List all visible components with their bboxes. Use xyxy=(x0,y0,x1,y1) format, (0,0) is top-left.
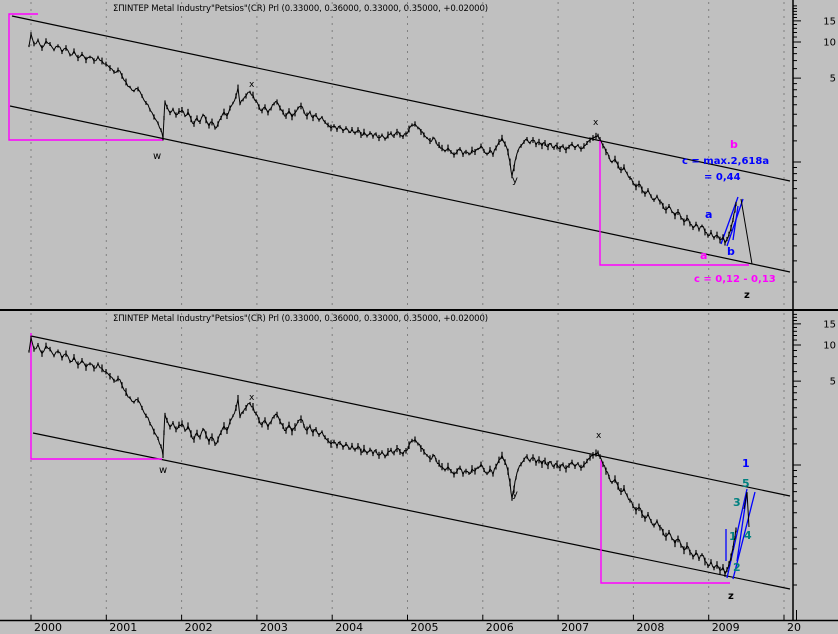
price-series-panel2 xyxy=(28,335,737,577)
x-axis-label: 2001 xyxy=(109,621,137,634)
wave-annotation-label: = 0,44 xyxy=(704,172,741,183)
x-axis-label: 2002 xyxy=(185,621,213,634)
projection-line xyxy=(743,491,750,528)
trend-channel-line xyxy=(9,105,791,273)
wave-annotation-label: y xyxy=(512,175,518,186)
wave-annotation-label: w xyxy=(153,151,161,162)
wave-annotation-label: a xyxy=(705,208,712,221)
x-axis-label: 20 xyxy=(787,621,801,634)
trend-channel-line xyxy=(11,15,791,182)
wave-annotation-label: c = max.2,618a xyxy=(682,156,769,167)
magenta-guide-line xyxy=(30,333,162,460)
x-axis-label: 2000 xyxy=(34,621,62,634)
wave-annotation-label: z xyxy=(744,290,750,301)
wave-annotation-label: w xyxy=(159,465,167,476)
wave-annotation-label: x xyxy=(249,80,255,90)
x-axis-label: 2007 xyxy=(561,621,589,634)
blue-wave-line xyxy=(732,205,739,241)
wave-annotation-label: 4 xyxy=(744,529,752,542)
price-axis: 15 10 5 15 10 5 xyxy=(793,5,836,586)
x-axis-label: 2008 xyxy=(636,621,664,634)
wave-annotation-label: 2 xyxy=(733,561,741,574)
x-axis-label: 2004 xyxy=(335,621,363,634)
price-axis-label: 10 xyxy=(823,38,836,49)
wave-annotation-label: 1 xyxy=(742,457,750,470)
year-gridlines: 2000 2001 2002 2003 2004 2005 2006 2007 2008 2009… xyxy=(30,2,801,634)
trend-channel-line xyxy=(30,335,791,497)
trend-channel-line xyxy=(32,432,791,590)
wave-annotation-label: b xyxy=(727,245,735,258)
wave-annotation-label: y xyxy=(512,489,518,500)
blue-wave-line xyxy=(720,196,739,245)
wave-annotation-label: 1 xyxy=(729,530,737,543)
wave-annotation-label: b xyxy=(730,138,738,151)
x-axis-label: 2005 xyxy=(411,621,439,634)
wave-annotation-label: 5 xyxy=(742,477,750,490)
price-line xyxy=(28,337,737,576)
blue-wave-line xyxy=(726,488,748,579)
magenta-guide-line xyxy=(8,13,163,141)
wave-annotation-label: x xyxy=(593,118,599,128)
price-axis-label: 5 xyxy=(830,74,836,85)
wave-annotation-label: a xyxy=(700,249,707,262)
wave-annotation-label: 3 xyxy=(733,496,741,509)
projection-line xyxy=(740,198,753,265)
price-axis-label: 15 xyxy=(823,319,836,330)
panel2-title: ΣΠΙΝΤΕΡ Metal Industry"Petsios"(CR) Prl … xyxy=(113,314,489,324)
panel1-title: ΣΠΙΝΤΕΡ Metal Industry"Petsios"(CR) Prl … xyxy=(113,4,489,14)
wave-annotation-label: x xyxy=(249,393,255,403)
price-line xyxy=(28,33,737,245)
blue-wave-line xyxy=(736,492,748,562)
wave-annotation-label: x xyxy=(596,431,602,441)
upper-panel-abc-correction-scenario: w x y x b c = max.2,618a = 0,44 a a b c = 0,12 - 0… xyxy=(8,13,791,301)
x-axis-label: 2003 xyxy=(260,621,288,634)
price-axis-label: 10 xyxy=(823,341,836,352)
blue-wave-line xyxy=(732,491,756,580)
magenta-guide-line xyxy=(599,139,749,266)
x-axis-label: 2006 xyxy=(486,621,514,634)
x-axis-label: 2009 xyxy=(712,621,740,634)
price-axis-label: 15 xyxy=(823,16,836,27)
price-axis-label: 5 xyxy=(830,377,836,388)
price-series-panel1 xyxy=(28,32,737,246)
wave-annotation-label: z xyxy=(728,591,734,602)
magenta-guide-line xyxy=(600,460,730,584)
wave-annotation-label: c = 0,12 - 0,13 xyxy=(694,274,776,285)
